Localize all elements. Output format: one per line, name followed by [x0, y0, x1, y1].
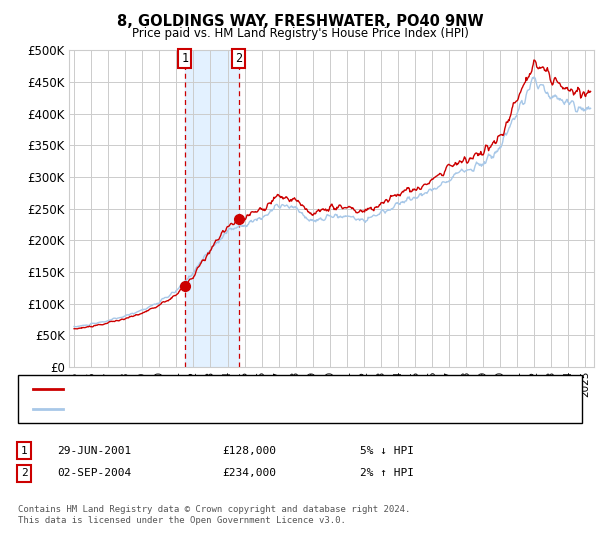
Text: 8, GOLDINGS WAY, FRESHWATER, PO40 9NW: 8, GOLDINGS WAY, FRESHWATER, PO40 9NW: [116, 14, 484, 29]
Text: Contains HM Land Registry data © Crown copyright and database right 2024.
This d: Contains HM Land Registry data © Crown c…: [18, 505, 410, 525]
Text: 1: 1: [20, 446, 28, 456]
Text: HPI: Average price, detached house, Isle of Wight: HPI: Average price, detached house, Isle…: [69, 404, 340, 414]
Bar: [185, 50, 239, 367]
Text: 29-JUN-2001: 29-JUN-2001: [57, 446, 131, 456]
Text: 8, GOLDINGS WAY, FRESHWATER, PO40 9NW (detached house): 8, GOLDINGS WAY, FRESHWATER, PO40 9NW (d…: [69, 384, 414, 394]
Text: 02-SEP-2004: 02-SEP-2004: [57, 468, 131, 478]
Text: £128,000: £128,000: [222, 446, 276, 456]
Text: £234,000: £234,000: [222, 468, 276, 478]
Text: Price paid vs. HM Land Registry's House Price Index (HPI): Price paid vs. HM Land Registry's House …: [131, 27, 469, 40]
Text: 1: 1: [181, 52, 188, 65]
Text: 5% ↓ HPI: 5% ↓ HPI: [360, 446, 414, 456]
Text: 2% ↑ HPI: 2% ↑ HPI: [360, 468, 414, 478]
Text: 2: 2: [20, 468, 28, 478]
Text: 2: 2: [235, 52, 242, 65]
